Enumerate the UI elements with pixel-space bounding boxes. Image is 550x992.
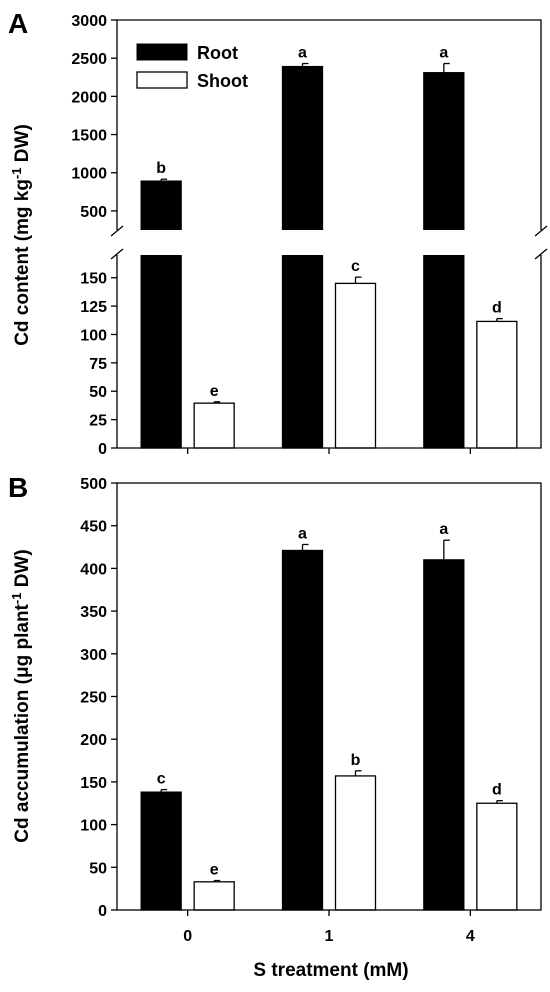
- significance-letter-b-root-1: a: [298, 525, 307, 542]
- y-tick-label-a-lower-50: 50: [89, 384, 107, 401]
- break-mark-right-bottom: [534, 248, 548, 260]
- y-tick-label-b-100: 100: [80, 818, 107, 835]
- y-tick-label-a-lower-150: 150: [80, 271, 107, 288]
- bar-b-root-4: [423, 559, 465, 911]
- significance-letter-b-root-4: a: [439, 521, 448, 538]
- y-tick-label-b-200: 200: [80, 732, 107, 749]
- y-tick-label-a-upper-3000: 3000: [71, 13, 107, 30]
- legend-swatch-root: [136, 43, 188, 61]
- panel-b-letter: B: [8, 472, 28, 503]
- panel-b: B Cd accumulation (μg plant-1 DW) S trea…: [8, 472, 542, 981]
- x-tick-label-4: 4: [466, 928, 475, 945]
- panel-a-upper-frame: [116, 19, 542, 230]
- significance-letter-a-shoot-1: c: [351, 258, 360, 275]
- y-tick-label-a-lower-75: 75: [89, 356, 107, 373]
- y-tick-label-b-150: 150: [80, 775, 107, 792]
- x-axis-label: S treatment (mM): [253, 960, 408, 981]
- panel-a-letter: A: [8, 8, 28, 39]
- y-tick-label-b-500: 500: [80, 476, 107, 493]
- y-tick-label-b-50: 50: [89, 860, 107, 877]
- x-tick-label-0: 0: [183, 928, 192, 945]
- bar-b-root-0: [140, 791, 182, 911]
- significance-letter-b-root-0: c: [157, 771, 166, 788]
- y-tick-label-b-250: 250: [80, 690, 107, 707]
- legend-label-root: Root: [197, 43, 238, 63]
- break-mark-right-top: [534, 225, 548, 237]
- y-tick-label-a-lower-0: 0: [98, 441, 107, 458]
- significance-letter-b-shoot-4: d: [492, 782, 502, 799]
- y-tick-label-a-lower-25: 25: [89, 413, 107, 430]
- panel-b-y-axis-label: Cd accumulation (μg plant-1 DW): [9, 549, 33, 842]
- bar-b-root-1: [281, 549, 324, 911]
- y-tick-label-b-300: 300: [80, 647, 107, 664]
- significance-letter-a-shoot-4: d: [492, 300, 502, 317]
- y-tick-label-a-lower-100: 100: [80, 327, 107, 344]
- y-tick-label-a-upper-2500: 2500: [71, 51, 107, 68]
- panel-a: A Cd content (mg kg-1 DW) Root Shoot b a a…: [8, 8, 548, 458]
- y-tick-label-a-upper-500: 500: [80, 204, 107, 221]
- legend-swatch-shoot: [136, 71, 188, 89]
- bar-a-shoot-1: [334, 282, 377, 449]
- x-tick-label-1: 1: [325, 928, 334, 945]
- panel-a-y-axis-label: Cd content (mg kg-1 DW): [9, 124, 33, 346]
- bar-a-root-1: [281, 65, 324, 449]
- y-tick-label-b-400: 400: [80, 561, 107, 578]
- significance-letter-a-shoot-0: e: [210, 383, 219, 400]
- y-tick-label-a-upper-1000: 1000: [71, 166, 107, 183]
- y-tick-label-a-upper-1500: 1500: [71, 128, 107, 145]
- break-mark-left-top: [110, 225, 124, 237]
- significance-letter-b-shoot-1: b: [351, 752, 361, 769]
- bar-b-shoot-0: [193, 881, 235, 911]
- bar-b-shoot-4: [476, 802, 518, 911]
- bar-a-shoot-0: [193, 402, 235, 449]
- y-tick-label-a-upper-2000: 2000: [71, 89, 107, 106]
- bar-a-shoot-4: [476, 320, 518, 449]
- y-tick-label-a-lower-125: 125: [80, 299, 107, 316]
- break-mark-left-bottom: [110, 248, 124, 260]
- y-tick-label-b-350: 350: [80, 604, 107, 621]
- significance-letter-b-shoot-0: e: [210, 862, 219, 879]
- significance-letter-a-root-1: a: [298, 45, 307, 62]
- bar-a-root-0: [140, 180, 182, 449]
- legend: Root Shoot: [136, 43, 248, 91]
- bar-b-shoot-1: [334, 775, 377, 911]
- y-tick-label-b-0: 0: [98, 903, 107, 920]
- axis-break-gap: [119, 230, 539, 255]
- y-tick-label-b-450: 450: [80, 519, 107, 536]
- bar-a-root-4: [423, 72, 465, 449]
- legend-label-shoot: Shoot: [197, 71, 248, 91]
- significance-letter-a-root-0: b: [156, 160, 166, 177]
- significance-letter-a-root-4: a: [439, 45, 448, 62]
